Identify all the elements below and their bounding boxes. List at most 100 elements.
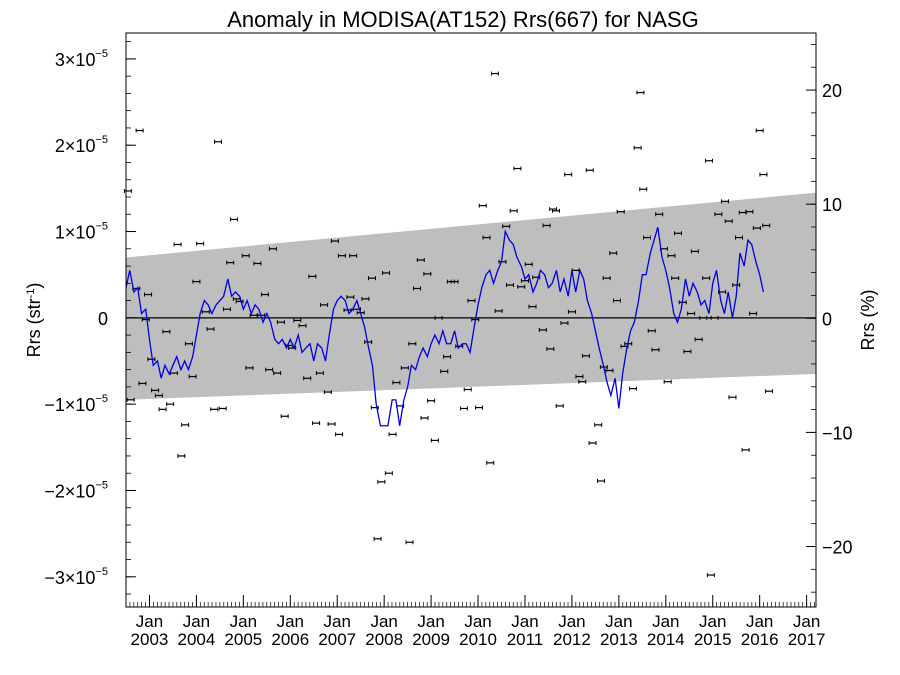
x-tick-label-month: Jan bbox=[230, 612, 257, 631]
data-point bbox=[494, 308, 503, 313]
y-tick-label: −1×10−5 bbox=[44, 393, 108, 415]
y-tick-label-mantissa: −3×10 bbox=[44, 568, 95, 588]
y2-tick-label: 20 bbox=[822, 81, 842, 101]
data-point bbox=[639, 187, 648, 192]
data-point bbox=[434, 315, 443, 320]
data-point bbox=[759, 172, 768, 177]
y-axis-label: Rrs (str-1) bbox=[24, 283, 44, 358]
data-point bbox=[349, 253, 358, 258]
data-point bbox=[683, 349, 692, 354]
data-point bbox=[667, 253, 676, 258]
x-tick-label-month: Jan bbox=[652, 612, 679, 631]
x-tick-label-year: 2011 bbox=[507, 630, 544, 649]
x-tick-label-year: 2006 bbox=[271, 630, 309, 649]
data-point bbox=[151, 388, 160, 393]
y-tick-label: 1×10−5 bbox=[55, 221, 108, 243]
x-tick-label-year: 2007 bbox=[318, 630, 356, 649]
data-point bbox=[605, 368, 614, 373]
x-tick-label-month: Jan bbox=[277, 612, 304, 631]
data-point bbox=[440, 369, 449, 374]
data-point bbox=[663, 379, 672, 384]
data-point bbox=[214, 139, 222, 144]
data-point bbox=[567, 309, 576, 314]
data-point bbox=[560, 321, 569, 326]
data-point bbox=[235, 299, 244, 304]
data-point bbox=[364, 340, 373, 345]
data-point bbox=[400, 365, 409, 370]
data-point bbox=[616, 209, 625, 214]
y-tick-label: −2×10−5 bbox=[44, 479, 108, 501]
data-point bbox=[467, 298, 476, 303]
data-point bbox=[135, 128, 144, 133]
data-point bbox=[346, 295, 355, 300]
data-point bbox=[162, 329, 171, 334]
data-point bbox=[609, 251, 618, 256]
data-point bbox=[308, 274, 317, 279]
data-point bbox=[520, 278, 529, 283]
x-tick-label-month: Jan bbox=[370, 612, 397, 631]
data-point bbox=[388, 432, 397, 437]
data-point bbox=[147, 357, 156, 362]
data-point bbox=[509, 208, 518, 213]
data-point bbox=[144, 292, 153, 297]
data-point bbox=[181, 422, 190, 427]
data-point bbox=[268, 246, 277, 251]
data-point bbox=[138, 381, 147, 386]
y-tick-label-mantissa: −2×10 bbox=[44, 481, 95, 501]
x-tick-label-year: 2008 bbox=[365, 630, 403, 649]
running-mean-line bbox=[125, 227, 765, 427]
x-tick-label-month: Jan bbox=[558, 612, 585, 631]
data-point bbox=[538, 327, 547, 332]
y-axis-left: −3×10−5−2×10−5−1×10−501×10−52×10−53×10−5 bbox=[44, 41, 136, 595]
data-point bbox=[408, 341, 417, 346]
data-point bbox=[502, 224, 511, 229]
y-tick-label-exponent: −5 bbox=[95, 134, 108, 146]
y-tick-label-exponent: −5 bbox=[95, 479, 108, 491]
data-point bbox=[312, 421, 321, 426]
data-point bbox=[710, 315, 719, 320]
data-point bbox=[671, 276, 680, 281]
data-point bbox=[735, 235, 744, 240]
data-point bbox=[430, 438, 439, 443]
x-tick-label-month: Jan bbox=[136, 612, 163, 631]
y-axis-label-close: ) bbox=[24, 283, 44, 289]
data-point bbox=[564, 172, 573, 177]
data-point bbox=[280, 414, 289, 419]
y2-axis-label: Rrs (%) bbox=[858, 290, 878, 351]
data-point bbox=[602, 276, 611, 281]
data-point bbox=[612, 298, 621, 303]
data-point bbox=[222, 307, 231, 312]
data-point bbox=[724, 219, 733, 224]
data-point bbox=[702, 276, 711, 281]
data-point bbox=[486, 460, 495, 465]
uncertainty-band bbox=[126, 192, 816, 400]
data-point bbox=[732, 283, 741, 288]
data-point bbox=[141, 317, 150, 322]
data-point bbox=[192, 279, 201, 284]
y-tick-label-mantissa: 0 bbox=[98, 309, 108, 329]
x-tick-label-year: 2013 bbox=[600, 630, 638, 649]
data-point bbox=[687, 311, 696, 316]
data-point bbox=[528, 304, 537, 309]
data-point bbox=[762, 223, 771, 228]
data-point bbox=[704, 158, 713, 163]
data-point bbox=[674, 231, 682, 236]
data-point bbox=[249, 313, 258, 318]
x-tick-label-month: Jan bbox=[605, 612, 632, 631]
data-point bbox=[450, 279, 459, 284]
data-point bbox=[265, 367, 274, 372]
data-point bbox=[245, 365, 254, 370]
data-point bbox=[303, 376, 312, 381]
y-tick-label-mantissa: 3×10 bbox=[55, 50, 96, 70]
data-point bbox=[218, 406, 227, 411]
data-point bbox=[728, 395, 737, 400]
y2-tick-label: −20 bbox=[822, 538, 853, 558]
data-point bbox=[382, 270, 391, 275]
y-tick-label: −3×10−5 bbox=[44, 566, 108, 588]
data-point bbox=[206, 327, 215, 332]
data-point bbox=[405, 540, 414, 545]
data-point bbox=[505, 283, 514, 288]
data-point bbox=[158, 407, 167, 412]
x-tick-label-month: Jan bbox=[511, 612, 538, 631]
